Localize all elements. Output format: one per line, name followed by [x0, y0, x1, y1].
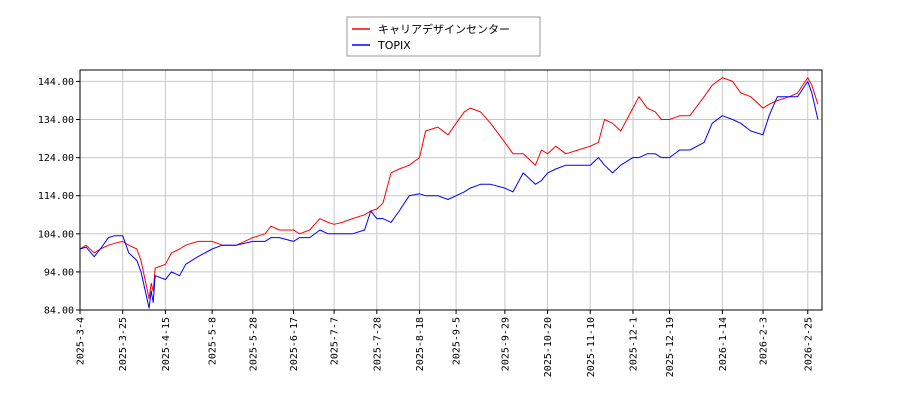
x-tick-label: 2025-10-20: [543, 317, 554, 377]
legend-label-series-1: キャリアデザインセンター: [378, 22, 510, 36]
x-tick-label: 2025-7-7: [330, 317, 341, 365]
x-tick-label: 2025-8-18: [415, 317, 426, 371]
y-tick-label: 144.00: [38, 77, 74, 88]
series-line-1: [79, 77, 819, 300]
x-tick-label: 2025-9-29: [500, 317, 511, 371]
x-tick-label: 2025-7-28: [372, 317, 383, 371]
series-layer: [79, 77, 819, 309]
x-tick-label: 2025-6-17: [289, 317, 300, 371]
legend: キャリアデザインセンター TOPIX: [346, 16, 541, 57]
grid-layer: [79, 70, 822, 311]
x-tick-label: 2025-5-28: [248, 317, 259, 371]
series-line-2: [79, 80, 819, 309]
x-tick-label: 2026-2-25: [803, 317, 814, 371]
y-tick-label: 84.00: [44, 306, 74, 317]
x-tick-label: 2025-3-25: [118, 317, 129, 371]
legend-box: [346, 16, 541, 57]
x-tick-label: 2025-12-1: [628, 317, 639, 371]
y-tick-label: 134.00: [38, 115, 74, 126]
x-tick-label: 2025-11-10: [586, 317, 597, 377]
y-tick-label: 124.00: [38, 153, 74, 164]
x-tick-label: 2025-3-4: [76, 317, 87, 365]
plot-frame: [79, 69, 823, 311]
y-tick-label: 114.00: [38, 191, 74, 202]
x-tick-label: 2025-9-5: [452, 317, 463, 365]
axis-layer: 84.00 94.00 104.00 114.00 124.00 134.00 144.00…: [38, 77, 814, 377]
y-tick-label: 104.00: [38, 229, 74, 240]
y-tick-label: 94.00: [44, 267, 74, 278]
x-tick-label: 2026-2-3: [759, 317, 770, 365]
x-tick-label: 2025-4-15: [161, 317, 172, 371]
x-tick-label: 2025-12-19: [665, 317, 676, 377]
legend-label-series-2: TOPIX: [377, 39, 411, 52]
x-tick-label: 2025-5-8: [208, 317, 219, 365]
x-tick-label: 2026-1-14: [718, 317, 729, 371]
